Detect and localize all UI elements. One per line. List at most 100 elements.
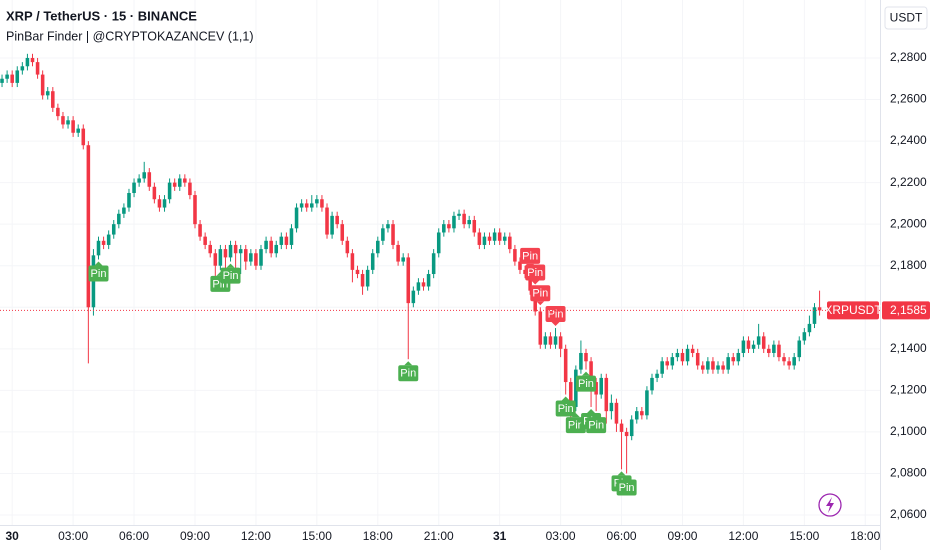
candle-body (436, 232, 441, 254)
x-tick-label: 12:00 (728, 529, 758, 543)
candle-body (563, 348, 568, 383)
pin-label-box (220, 267, 241, 284)
last-price-label: 2,1585 (890, 303, 927, 317)
x-tick-label: 03:00 (58, 529, 88, 543)
pin-label-pointer (617, 471, 626, 476)
x-tick-label: 12:00 (241, 529, 271, 543)
alert-icon-bolt (826, 497, 834, 513)
candle-body (721, 365, 725, 370)
candle-body (355, 269, 360, 275)
x-tick-label: 31 (493, 529, 507, 543)
candle-body (706, 361, 710, 370)
candle-body (198, 224, 202, 237)
candle-body (574, 369, 578, 407)
candle-body (568, 382, 573, 407)
candle-body (56, 107, 60, 117)
pin-label-pointer (571, 413, 580, 418)
candle-body (528, 274, 532, 291)
candle-body (523, 269, 527, 275)
candle-body (502, 236, 507, 241)
candle-body (391, 224, 395, 245)
candle-body (71, 120, 75, 133)
candle-body (142, 172, 146, 179)
candle-body (228, 244, 233, 258)
labels: 2,28002,26002,24002,22002,20002,18002,16… (6, 50, 930, 543)
candle-body (188, 182, 192, 196)
candle-body (680, 352, 685, 362)
candle-body (370, 253, 375, 270)
pin-label-pointer (592, 413, 601, 418)
candle-body (711, 361, 715, 370)
candle-body (162, 199, 167, 208)
plot: PinPinPinPinPinPinPinPinPinPinPinPinPinP… (0, 53, 880, 496)
currency[interactable]: USDT (890, 11, 923, 25)
candle-body (299, 203, 304, 208)
candle-body (284, 236, 289, 245)
candle-body (797, 340, 802, 358)
candle-body (20, 66, 25, 71)
candle-body (61, 116, 65, 125)
candle-body (25, 57, 30, 67)
candle-body (117, 213, 121, 225)
candle-body (238, 249, 243, 254)
pin-label: Pin (578, 378, 594, 390)
candle-body (467, 220, 471, 225)
candle-body (655, 373, 659, 378)
candle-body (741, 340, 746, 353)
candle-body (304, 203, 309, 208)
candle-body (736, 352, 741, 362)
pin-label: Pin (568, 420, 584, 432)
currency-button[interactable] (884, 6, 928, 30)
candle-body (817, 307, 822, 311)
candle-body (132, 182, 136, 194)
candle-body (782, 357, 786, 362)
candle-body (665, 361, 670, 366)
x-tick-label: 18:00 (850, 529, 880, 543)
pin-label-pointer (587, 408, 596, 413)
pin-label-pointer (622, 475, 631, 480)
candle-body (264, 240, 268, 250)
pin-label: Pin (619, 482, 635, 494)
candle-body (634, 411, 639, 420)
candle-body (807, 323, 812, 333)
pin-label: Pin (532, 288, 548, 300)
candle-body (376, 240, 380, 254)
pin-label-box (565, 417, 586, 434)
y-tick-label: 2,1200 (890, 383, 927, 397)
candle-body (548, 336, 553, 345)
candle-body (538, 311, 543, 345)
x-tick-label: 18:00 (363, 529, 393, 543)
candle-body (497, 232, 502, 241)
candle-body (0, 78, 4, 83)
candle-body (701, 365, 705, 370)
candle-body (629, 419, 634, 437)
y-tick-label: 2,1400 (890, 341, 927, 355)
candle-body (640, 411, 644, 416)
candle-body (731, 357, 736, 362)
candle-body (386, 224, 390, 229)
pin-label-pointer (404, 361, 413, 366)
candle-body (208, 244, 213, 254)
candle-body (472, 220, 477, 233)
candle-body (172, 182, 177, 187)
candle-body (223, 249, 228, 258)
candle-body (325, 207, 329, 235)
pin-label: Pin (588, 420, 604, 432)
candle-body (751, 344, 756, 349)
candle-body (137, 178, 141, 183)
indicator-name: PinBar Finder | @CRYPTOKAZANCEV (1,1) (6, 29, 254, 43)
candle-body (213, 253, 218, 266)
candle-body (51, 91, 55, 108)
candle-body (447, 224, 451, 229)
y-tick-label: 2,1000 (890, 424, 927, 438)
candle-body (203, 236, 207, 245)
candle-body (553, 336, 558, 345)
candle-body (310, 203, 314, 208)
candle-body (40, 74, 45, 96)
candle-body (45, 91, 50, 96)
candle-body (330, 215, 334, 235)
candle-body (350, 253, 355, 270)
pin-label-box (586, 417, 607, 434)
y-tick-label: 2,2600 (890, 92, 927, 106)
